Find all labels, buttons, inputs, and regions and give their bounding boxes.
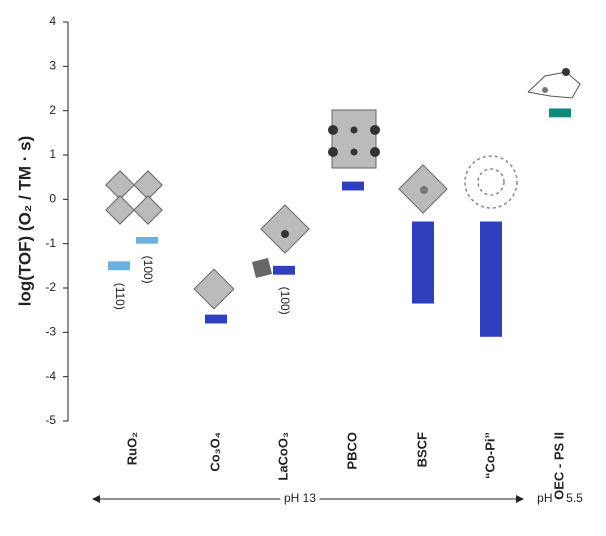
category-label: BSCF [414,432,429,467]
y-tick-label: 1 [49,147,56,161]
bar [480,221,502,337]
arrow-head [92,495,100,503]
y-axis-title: log(TOF) (O₂ / TM · s) [15,136,34,307]
category-label: LaCoO₃ [275,432,290,481]
arrow-head [516,495,524,503]
bar [342,181,364,191]
structure-icons [105,68,581,310]
bar [412,221,434,304]
bar [136,237,158,244]
bar-label: (110) [113,283,127,310]
y-tick-label: -5 [45,413,56,427]
bar-label: (100) [141,256,155,284]
y-tick-label: -2 [45,280,56,294]
bar [549,108,571,118]
y-tick-label: 4 [49,14,56,28]
category-label: OEC - PS II [551,432,566,500]
category-label: RuO₂ [124,432,139,465]
y-tick-label: 2 [49,103,56,117]
y-tick-label: -4 [45,369,56,383]
y-tick-label: 3 [49,59,56,73]
y-tick-label: 0 [49,192,56,206]
y-tick-label: -1 [45,236,56,250]
category-label: PBCO [344,432,359,470]
range-label: pH 13 [284,491,316,505]
y-tick-label: -3 [45,325,56,339]
bar-label: (100) [278,287,292,315]
bar [205,314,227,324]
range-label: pH ~ 5.5 [537,491,583,505]
category-label: “Co-Pi” [482,432,497,479]
bar [273,265,295,275]
bar [108,261,130,271]
category-label: Co₃O₄ [207,432,222,472]
